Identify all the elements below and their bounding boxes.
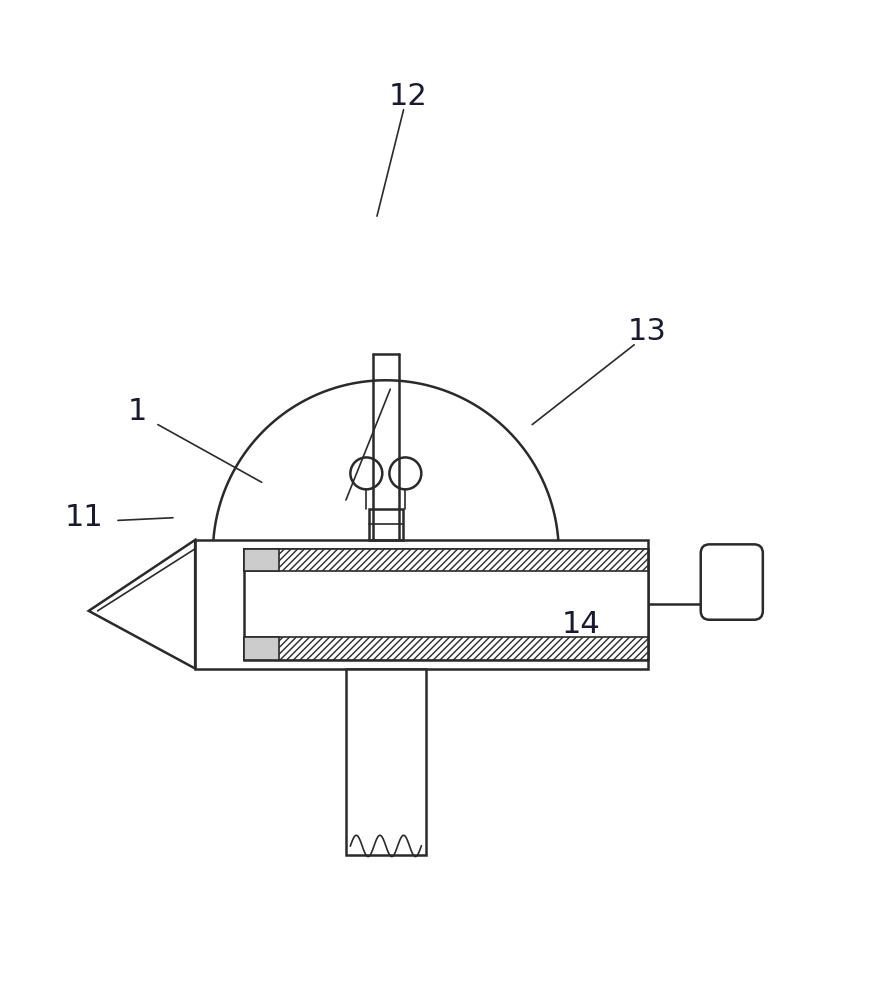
Bar (195, 540, 647, 669)
Bar (244, 549, 279, 571)
FancyBboxPatch shape (700, 544, 762, 620)
Bar (244, 637, 279, 660)
Text: 12: 12 (388, 82, 427, 111)
Bar (244, 549, 647, 660)
Text: 13: 13 (627, 317, 666, 346)
Bar (346, 669, 425, 855)
Bar (369, 509, 402, 540)
Text: 14: 14 (561, 610, 600, 639)
Text: 11: 11 (65, 503, 104, 532)
Bar (244, 549, 647, 571)
Bar (244, 637, 647, 660)
Text: 1: 1 (128, 397, 147, 426)
